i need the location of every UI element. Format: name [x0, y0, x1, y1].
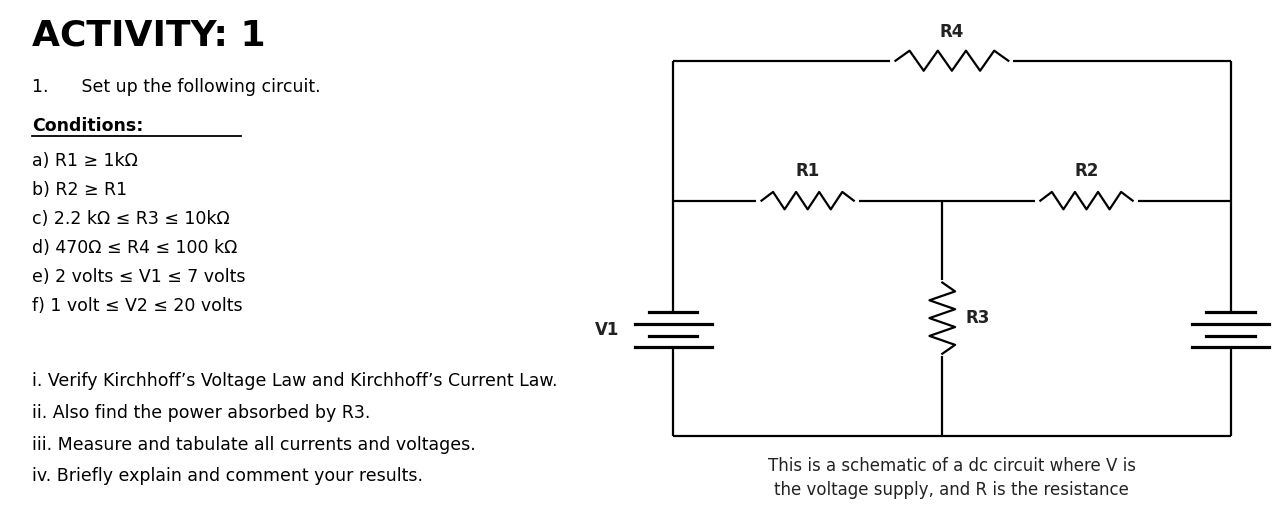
Text: f) 1 volt ≤ V2 ≤ 20 volts: f) 1 volt ≤ V2 ≤ 20 volts: [32, 297, 242, 315]
Text: b) R2 ≥ R1: b) R2 ≥ R1: [32, 181, 127, 199]
Text: c) 2.2 kΩ ≤ R3 ≤ 10kΩ: c) 2.2 kΩ ≤ R3 ≤ 10kΩ: [32, 210, 229, 228]
Text: R3: R3: [965, 309, 990, 327]
Text: iv. Briefly explain and comment your results.: iv. Briefly explain and comment your res…: [32, 467, 423, 485]
Text: Conditions:: Conditions:: [32, 117, 144, 135]
Text: a) R1 ≥ 1kΩ: a) R1 ≥ 1kΩ: [32, 152, 138, 169]
Text: V1: V1: [595, 320, 619, 339]
Text: ii. Also find the power absorbed by R3.: ii. Also find the power absorbed by R3.: [32, 404, 370, 422]
Text: the voltage supply, and R is the resistance: the voltage supply, and R is the resista…: [774, 481, 1129, 499]
Text: R4: R4: [940, 23, 964, 41]
Text: iii. Measure and tabulate all currents and voltages.: iii. Measure and tabulate all currents a…: [32, 436, 476, 454]
Text: d) 470Ω ≤ R4 ≤ 100 kΩ: d) 470Ω ≤ R4 ≤ 100 kΩ: [32, 239, 237, 257]
Text: This is a schematic of a dc circuit where V is: This is a schematic of a dc circuit wher…: [768, 457, 1136, 475]
Text: 1.      Set up the following circuit.: 1. Set up the following circuit.: [32, 78, 320, 96]
Text: R1: R1: [796, 162, 819, 180]
Text: ACTIVITY: 1: ACTIVITY: 1: [32, 18, 265, 52]
Text: R2: R2: [1074, 162, 1099, 180]
Text: e) 2 volts ≤ V1 ≤ 7 volts: e) 2 volts ≤ V1 ≤ 7 volts: [32, 268, 246, 286]
Text: i. Verify Kirchhoff’s Voltage Law and Kirchhoff’s Current Law.: i. Verify Kirchhoff’s Voltage Law and Ki…: [32, 372, 558, 390]
